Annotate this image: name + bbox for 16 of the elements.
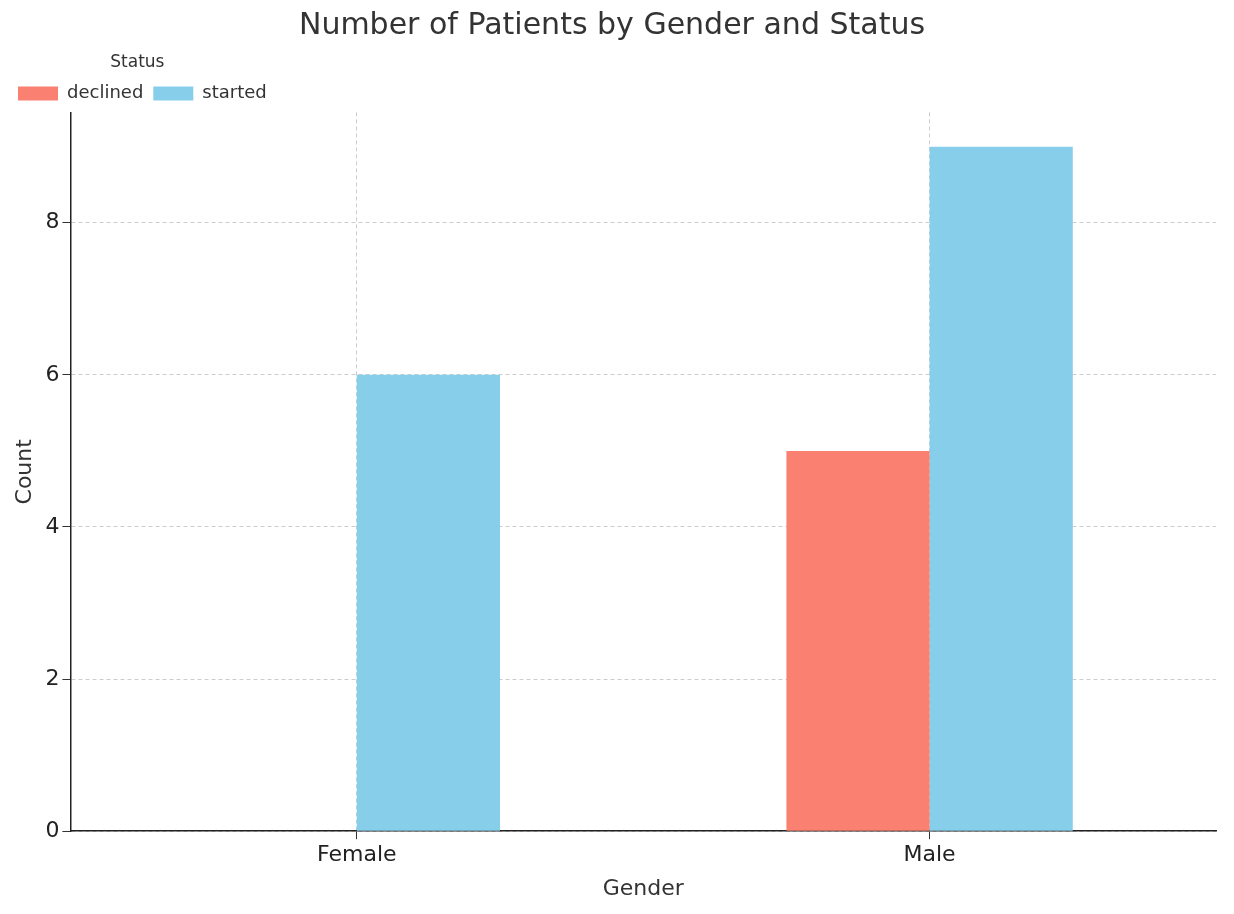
- x-tick-label: Male: [903, 841, 956, 867]
- x-tick-label: Female: [317, 841, 397, 867]
- y-axis-title: Count: [10, 438, 36, 505]
- legend-label: declined: [67, 81, 144, 103]
- bar: [786, 450, 930, 831]
- y-tick-label: 6: [45, 360, 60, 386]
- y-tick-label: 0: [45, 816, 60, 842]
- x-axis-title: Gender: [602, 874, 685, 900]
- legend-label: started: [202, 81, 267, 103]
- y-tick-label: 8: [45, 208, 60, 234]
- legend-title: Status: [110, 50, 165, 71]
- y-tick-label: 2: [45, 664, 60, 690]
- y-tick-label: 4: [45, 512, 60, 538]
- bar: [929, 146, 1073, 831]
- bar: [356, 374, 500, 831]
- chart-title: Number of Patients by Gender and Status: [298, 5, 926, 41]
